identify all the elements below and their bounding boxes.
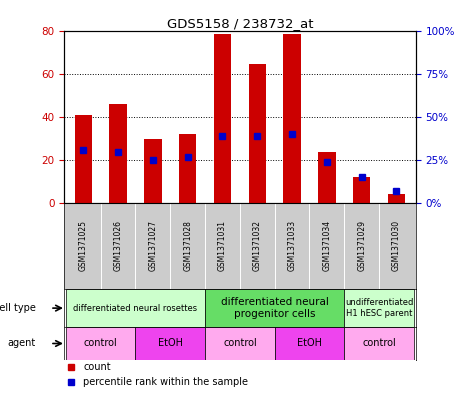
Text: EtOH: EtOH: [158, 338, 183, 349]
Text: count: count: [84, 362, 111, 372]
Bar: [135, 327, 205, 360]
Text: cell type: cell type: [0, 303, 36, 313]
Bar: [205, 289, 344, 327]
Text: GSM1371027: GSM1371027: [148, 220, 157, 272]
Bar: [66, 289, 205, 327]
Title: GDS5158 / 238732_at: GDS5158 / 238732_at: [167, 17, 313, 30]
Bar: [275, 327, 344, 360]
Text: GSM1371032: GSM1371032: [253, 220, 262, 272]
Text: agent: agent: [8, 338, 36, 349]
Text: control: control: [362, 338, 396, 349]
Bar: [344, 289, 414, 327]
Text: GSM1371029: GSM1371029: [357, 220, 366, 272]
Bar: [66, 327, 135, 360]
Bar: [179, 134, 196, 203]
Text: control: control: [223, 338, 257, 349]
Bar: [353, 177, 370, 203]
Bar: [214, 33, 231, 203]
Text: GSM1371026: GSM1371026: [114, 220, 123, 272]
Text: GSM1371025: GSM1371025: [79, 220, 88, 272]
Bar: [75, 115, 92, 203]
Text: GSM1371031: GSM1371031: [218, 220, 227, 272]
Bar: [388, 195, 405, 203]
Text: GSM1371033: GSM1371033: [287, 220, 296, 272]
Bar: [248, 64, 266, 203]
Text: GSM1371028: GSM1371028: [183, 220, 192, 271]
Bar: [205, 327, 275, 360]
Text: GSM1371034: GSM1371034: [323, 220, 332, 272]
Text: EtOH: EtOH: [297, 338, 322, 349]
Bar: [284, 33, 301, 203]
Bar: [109, 105, 127, 203]
Text: GSM1371030: GSM1371030: [392, 220, 401, 272]
Bar: [318, 152, 335, 203]
Bar: [344, 327, 414, 360]
Text: control: control: [84, 338, 117, 349]
Bar: [144, 139, 162, 203]
Text: percentile rank within the sample: percentile rank within the sample: [84, 377, 248, 387]
Text: differentiated neural rosettes: differentiated neural rosettes: [74, 304, 198, 312]
Text: differentiated neural
progenitor cells: differentiated neural progenitor cells: [221, 298, 329, 319]
Text: undifferentiated
H1 hESC parent: undifferentiated H1 hESC parent: [345, 298, 413, 318]
